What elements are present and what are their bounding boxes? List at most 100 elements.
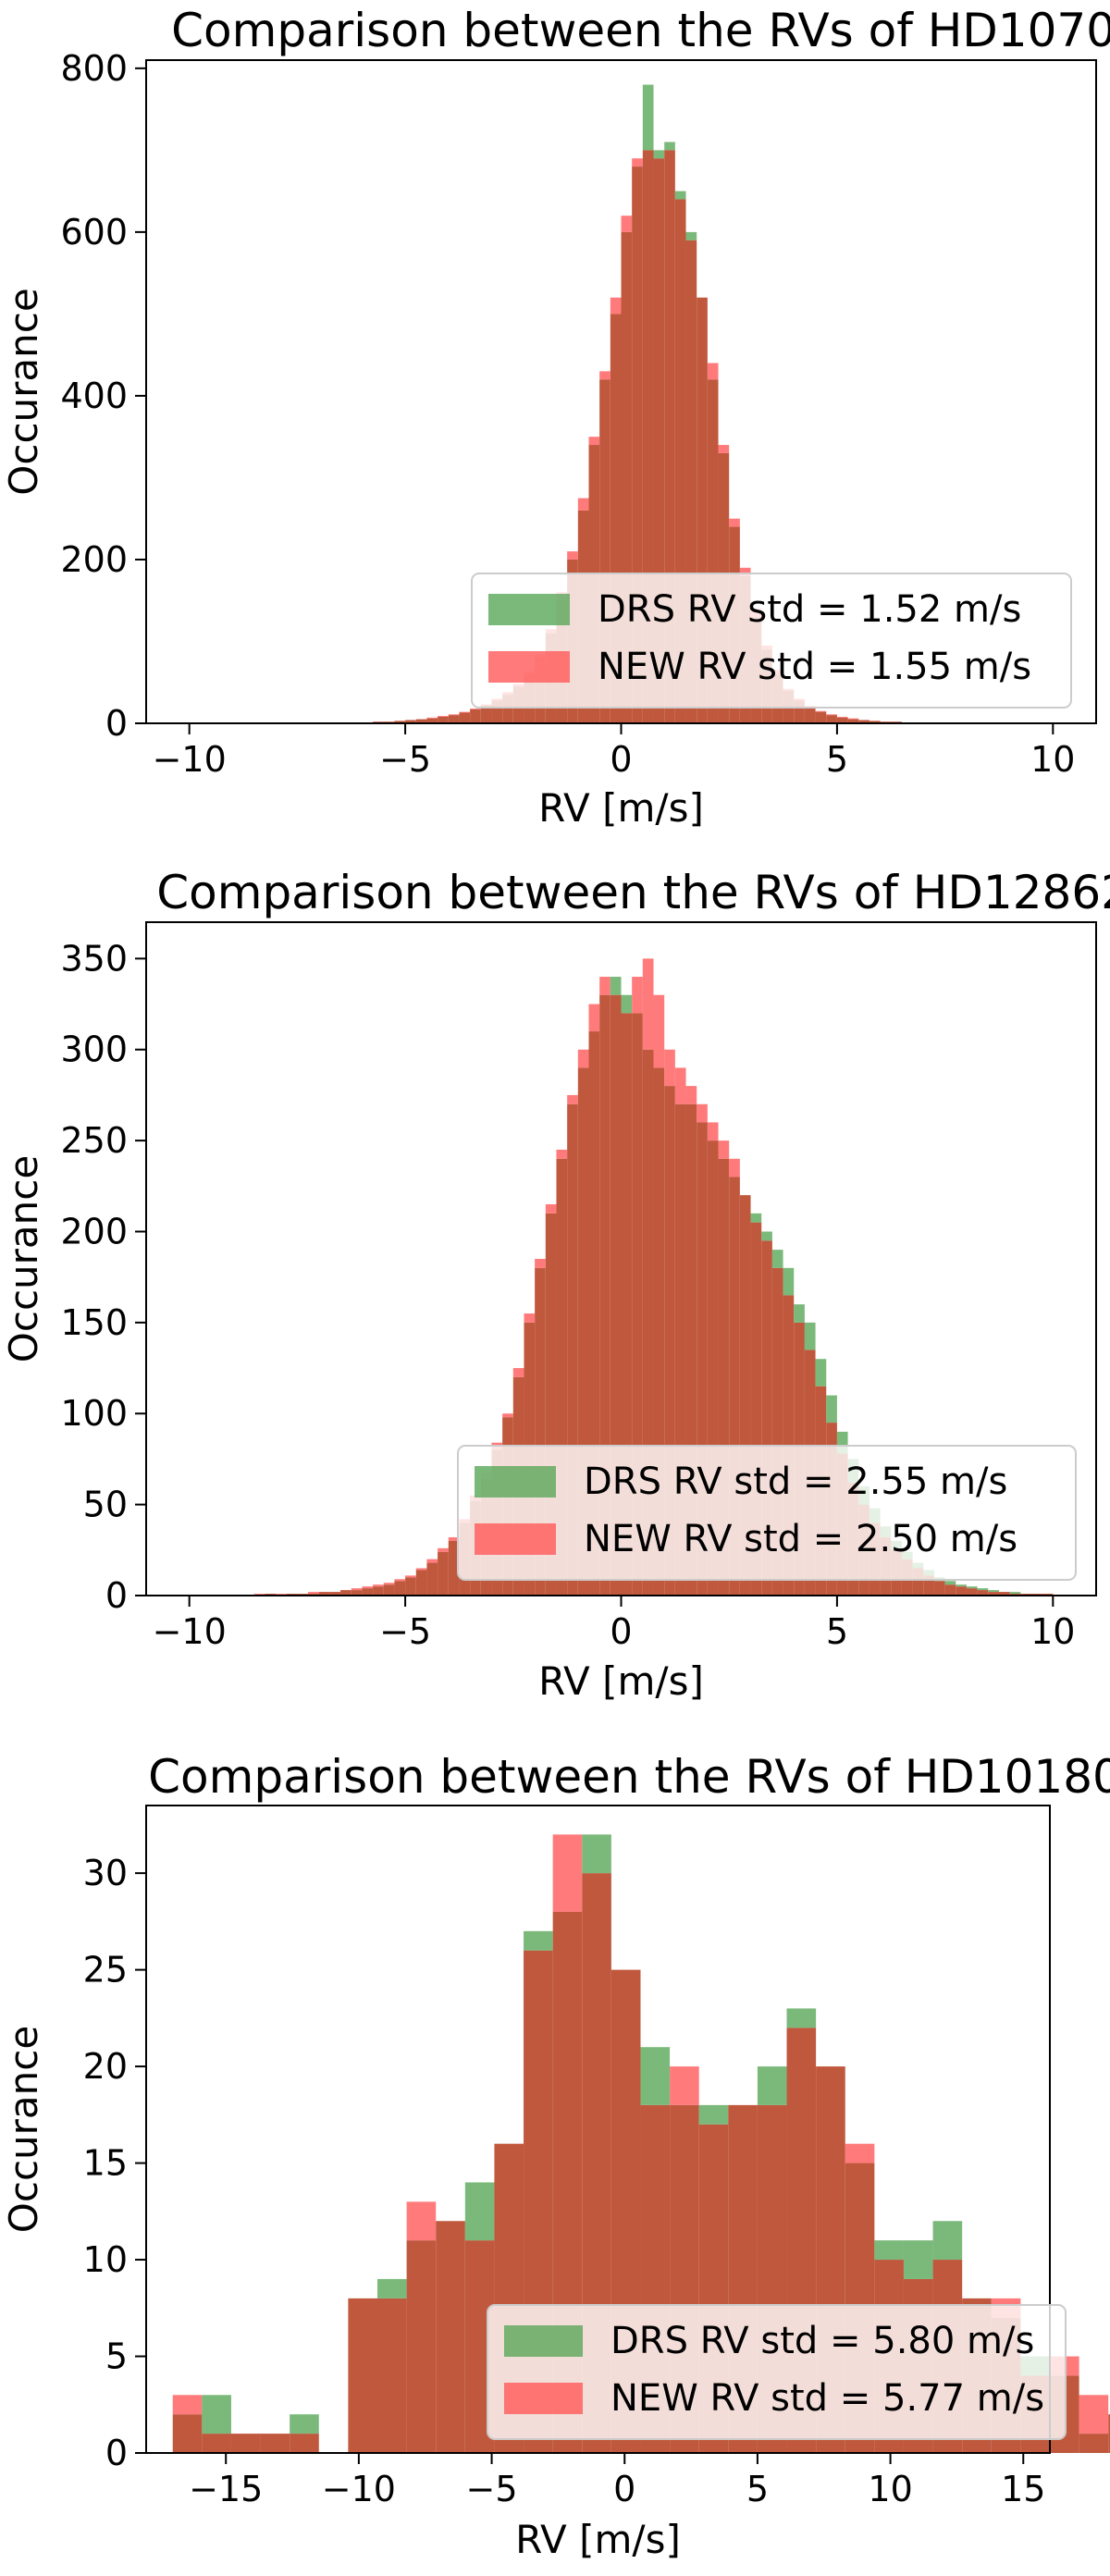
bar-drs — [874, 2240, 904, 2261]
legend-box — [457, 1445, 1077, 1581]
legend-label-drs: DRS RV std = 2.55 m/s — [584, 1461, 1007, 1503]
x-tick-label: 5 — [826, 739, 848, 780]
bar-new — [815, 710, 827, 712]
x-tick-label: 10 — [868, 2469, 912, 2509]
bar-overlap — [577, 1067, 589, 1596]
bar-new — [610, 297, 622, 314]
bar-overlap — [373, 1586, 384, 1596]
bar-overlap — [406, 2240, 437, 2453]
bar-overlap — [340, 1590, 352, 1596]
bar-overlap — [750, 1222, 762, 1596]
bar-overlap — [621, 1013, 633, 1596]
y-tick-label: 0 — [105, 1575, 128, 1616]
bar-overlap — [470, 709, 481, 723]
bar-overlap — [172, 2414, 203, 2453]
bar-drs — [757, 2066, 787, 2105]
bar-drs — [771, 1250, 783, 1268]
bar-new — [438, 1547, 449, 1552]
bar-new — [845, 2143, 875, 2163]
bar-overlap — [794, 700, 805, 723]
bar-overlap — [438, 716, 449, 723]
bar-overlap — [642, 150, 654, 724]
y-tick-label: 0 — [105, 2433, 128, 2473]
bar-overlap — [697, 297, 708, 723]
bar-new — [308, 1592, 319, 1595]
bar-drs — [750, 1213, 762, 1223]
bar-overlap — [1108, 2414, 1110, 2453]
bar-new — [567, 551, 578, 560]
y-tick-label: 5 — [105, 2336, 128, 2377]
bar-overlap — [491, 700, 503, 723]
bar-drs — [582, 1834, 611, 1874]
bar-drs — [653, 150, 665, 159]
bar-overlap — [674, 1103, 686, 1596]
bar-overlap — [260, 2434, 290, 2453]
bar-new — [632, 158, 643, 167]
y-tick-label: 200 — [60, 1211, 128, 1251]
bar-overlap — [230, 2434, 261, 2453]
bar-overlap — [771, 1267, 783, 1596]
x-tick-label: −10 — [153, 739, 227, 780]
bar-overlap — [290, 2434, 319, 2453]
x-tick-label: 5 — [826, 1611, 848, 1652]
legend-swatch-drs — [488, 594, 570, 625]
y-tick-label: 600 — [60, 212, 128, 253]
bar-new — [577, 1049, 589, 1068]
bar-drs — [944, 1581, 956, 1585]
bar-overlap — [674, 199, 686, 724]
y-tick-label: 15 — [83, 2143, 128, 2184]
x-tick-label: −10 — [153, 1611, 227, 1652]
y-tick-label: 20 — [83, 2046, 128, 2087]
x-tick-label: 10 — [1030, 739, 1075, 780]
bar-new — [847, 718, 859, 720]
bar-drs — [685, 231, 697, 240]
bar-overlap — [348, 2298, 377, 2453]
bar-overlap — [815, 711, 827, 723]
bar-drs — [290, 2414, 319, 2434]
bar-new — [406, 2201, 437, 2241]
bar-overlap — [329, 1592, 341, 1596]
x-tick-label: 0 — [610, 1611, 632, 1652]
bar-drs — [966, 1586, 978, 1589]
bar-drs — [794, 1304, 805, 1323]
bar-drs — [464, 2182, 495, 2241]
bar-new — [394, 1579, 406, 1582]
axes-frame — [145, 1805, 1051, 2454]
bar-drs — [761, 1231, 772, 1241]
bar-overlap — [376, 2298, 407, 2453]
bar-new — [588, 437, 600, 446]
bar-overlap — [383, 1584, 395, 1596]
bar-overlap — [448, 715, 460, 723]
bar-overlap — [707, 379, 719, 723]
bar-overlap — [912, 1568, 924, 1596]
bar-drs — [836, 1431, 848, 1454]
bar-overlap — [632, 1013, 643, 1596]
bar-new — [502, 1413, 513, 1418]
bar-overlap — [642, 1049, 654, 1596]
bar-overlap — [459, 712, 471, 723]
bar-new — [670, 2066, 699, 2105]
bar-new — [448, 714, 460, 716]
bar-drs — [1009, 1592, 1021, 1595]
legend-swatch-new — [504, 2383, 583, 2414]
bar-drs — [640, 2047, 671, 2105]
bar-overlap — [653, 1067, 665, 1596]
bar-new — [556, 1149, 568, 1159]
legend-box — [487, 2304, 1067, 2440]
bar-drs — [932, 2221, 963, 2261]
bar-overlap — [202, 2434, 231, 2453]
bar-overlap — [988, 1592, 999, 1596]
bar-drs — [674, 191, 686, 200]
bar-overlap — [545, 1213, 557, 1596]
bar-overlap — [394, 721, 406, 723]
y-tick-label: 50 — [83, 1485, 128, 1525]
bar-new — [621, 216, 633, 232]
bar-overlap — [426, 718, 438, 723]
x-tick-label: −5 — [379, 739, 431, 780]
chart-title: Comparison between the RVs of HD10180 — [148, 1750, 1110, 1804]
bar-new — [577, 498, 589, 511]
y-tick-label: 300 — [60, 1029, 128, 1070]
bar-drs — [826, 1395, 837, 1424]
y-tick-label: 350 — [60, 938, 128, 979]
